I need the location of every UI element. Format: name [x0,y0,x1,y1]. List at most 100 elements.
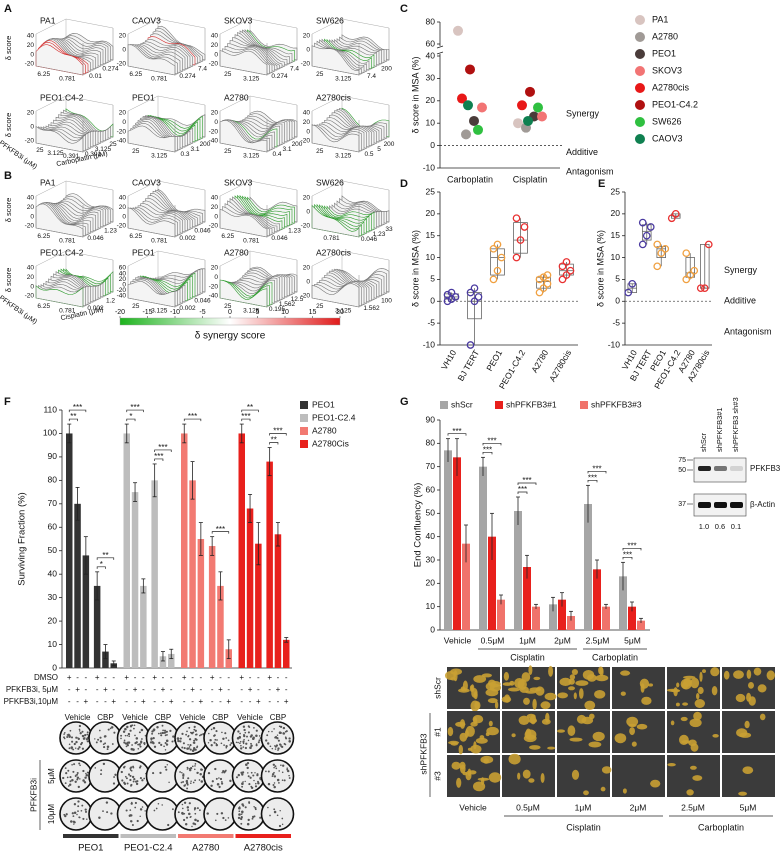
colony [201,768,204,771]
condition-mark: + [248,685,253,694]
cell-cluster [507,687,521,692]
z-tick-label: -20 [301,293,311,300]
surface-title: SKOV3 [224,177,253,187]
colony [163,732,165,734]
y-tick-label: 110 [43,404,57,414]
colony [160,743,163,746]
colorbar-tick-label: 15 [309,309,317,316]
cell-cluster [460,764,466,774]
colony [265,739,268,742]
colony [208,732,210,735]
cell-cluster [522,769,531,779]
surface-slice [127,207,176,238]
colony [74,747,77,749]
colony [86,771,89,774]
colony [166,764,169,766]
z-tick-label: 0 [306,47,310,54]
colony [100,769,103,772]
cell-cluster [575,680,589,686]
colony [277,749,279,751]
colony [253,815,256,818]
plot-box-edge [127,142,176,153]
z-tick-label: -20 [117,128,127,135]
cell-cluster [702,669,706,673]
significance-bracket [269,433,287,436]
plot-box-edge [35,180,67,197]
colony [274,748,277,750]
cell-cluster [690,765,697,770]
surface-title: PA1 [40,177,56,187]
condition-mark: - [68,697,71,706]
colony [64,767,67,769]
colony [99,740,103,743]
colony [81,804,84,807]
y-tick-label: 40 [426,531,436,541]
colony [254,772,256,774]
plot-box-edge [174,291,206,308]
y-tick-label: 200 [381,65,392,72]
significance-bracket [241,418,251,422]
colony [188,767,190,770]
condition-mark: - [240,685,243,694]
significance-bracket [587,479,598,483]
treatment-label: CBP [97,713,113,722]
colony [124,734,127,737]
colony [161,724,164,727]
colony [77,747,80,750]
colony [79,732,82,735]
y-tick-label: 60 [426,38,436,48]
significance-bracket [482,442,502,446]
cell-cluster [592,731,605,742]
condition-mark: + [239,673,244,682]
colony [221,771,223,774]
x-tick-label: 25 [224,148,232,155]
cell-cluster [488,772,502,783]
group-label: Cisplatin [566,822,601,832]
colony [63,737,66,740]
y-tick-label: 1.562 [363,305,380,312]
plot-box-edge [219,250,251,267]
colony [70,736,74,739]
legend-label: A2780 [312,425,337,435]
colony [71,778,74,782]
plot-box-edge [35,18,67,35]
colony [140,728,144,732]
y-tick-label: 50 [426,508,436,518]
surface-title: PA1 [40,15,56,25]
treatment-label: CBP [155,713,171,722]
x-tick-label: A2780cis [547,348,573,383]
colony [192,741,195,744]
colony [129,729,132,732]
cell-cluster [693,711,702,721]
point [539,284,548,293]
colony [177,739,180,743]
colony [235,776,239,779]
y-tick-label: 40 [48,568,58,578]
significance-label: *** [592,464,601,473]
x-tick-label: 3.125 [243,75,260,82]
x-tick-label: 0.781 [323,235,340,242]
cell-cluster [456,777,462,788]
z-tick-label: -40 [209,293,219,300]
colony [94,738,96,740]
y-tick-label: 80 [426,438,436,448]
bar [208,546,216,668]
colony [214,738,217,741]
colony [273,771,275,774]
colony [194,738,197,741]
condition-mark: - [191,697,194,706]
colony [181,803,184,806]
z-tick-label: 40 [211,33,219,40]
condition-mark: + [226,697,231,706]
colony [250,771,253,774]
significance-label: *** [588,473,597,482]
colony [189,744,192,747]
colony [62,776,65,780]
colony [69,776,72,779]
condition-mark: + [84,697,89,706]
cell-cluster [689,718,702,728]
surface-slice [35,284,84,308]
colony [235,741,238,744]
condition-mark: - [162,673,165,682]
colony [281,817,284,820]
